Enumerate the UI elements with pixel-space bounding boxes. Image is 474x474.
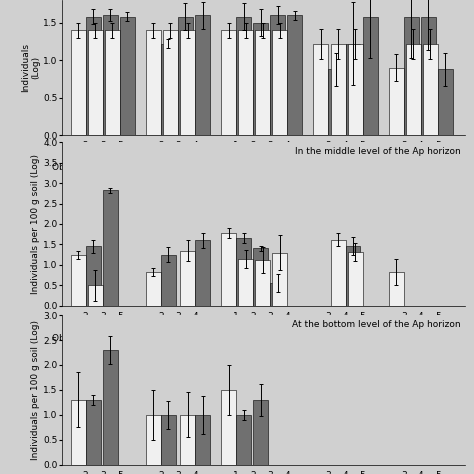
Bar	[389, 68, 404, 135]
Bar	[236, 17, 251, 135]
Bar	[346, 44, 360, 135]
Bar	[103, 15, 118, 135]
Bar	[180, 415, 195, 465]
Text: Bacterivor: Bacterivor	[238, 163, 285, 172]
Bar	[363, 17, 377, 135]
Bar	[195, 240, 210, 306]
Bar	[313, 44, 328, 135]
Y-axis label: Individuals per 100 g soil (Log): Individuals per 100 g soil (Log)	[31, 154, 40, 294]
Bar	[146, 30, 161, 135]
Bar	[438, 69, 453, 135]
Text: In the middle level of the Ap horizon: In the middle level of the Ap horizon	[295, 147, 460, 156]
Bar	[236, 415, 251, 465]
Y-axis label: Individuals per 100 g soil (Log): Individuals per 100 g soil (Log)	[31, 320, 40, 460]
Bar	[238, 259, 253, 306]
Text: Fungivor: Fungivor	[158, 163, 198, 172]
Bar	[88, 30, 103, 135]
Bar	[161, 44, 176, 135]
Bar	[389, 272, 404, 306]
Bar	[71, 400, 86, 465]
Bar	[86, 400, 100, 465]
Text: Fungivor: Fungivor	[158, 334, 198, 343]
Bar	[255, 260, 270, 306]
Bar	[180, 30, 195, 135]
Bar	[180, 251, 195, 306]
Text: Predator: Predator	[326, 163, 365, 172]
Bar	[195, 15, 210, 135]
Bar	[273, 253, 287, 306]
Bar	[287, 15, 302, 135]
Bar	[86, 246, 100, 306]
Bar	[328, 69, 343, 135]
Bar	[330, 44, 346, 135]
Bar	[103, 191, 118, 306]
Bar	[161, 415, 176, 465]
Bar	[255, 30, 270, 135]
Text: Obligatory root feeder: Obligatory root feeder	[52, 163, 153, 172]
Bar	[423, 44, 438, 135]
Bar	[120, 17, 135, 135]
Bar	[88, 285, 103, 306]
Bar	[273, 30, 287, 135]
Bar	[253, 23, 268, 135]
Text: Bacterivor: Bacterivor	[238, 334, 285, 343]
Bar	[221, 233, 236, 306]
Bar	[71, 255, 86, 306]
Bar	[330, 239, 346, 306]
Bar	[238, 30, 253, 135]
Bar	[86, 17, 100, 135]
Bar	[146, 415, 161, 465]
Bar	[195, 415, 210, 465]
Text: At the bottom level of the Ap horizon: At the bottom level of the Ap horizon	[292, 319, 460, 328]
Bar	[270, 15, 285, 135]
Bar	[347, 252, 363, 306]
Bar	[105, 30, 120, 135]
Bar	[421, 17, 436, 135]
Bar	[221, 30, 236, 135]
Bar	[253, 248, 268, 306]
Bar	[347, 44, 363, 135]
Text: Predator: Predator	[326, 334, 365, 343]
Bar	[406, 44, 421, 135]
Y-axis label: Individuals
(Log): Individuals (Log)	[21, 43, 40, 92]
Bar	[103, 350, 118, 465]
Bar	[346, 246, 360, 306]
Bar	[236, 238, 251, 306]
Bar	[404, 17, 419, 135]
Bar	[253, 400, 268, 465]
Bar	[178, 17, 193, 135]
Bar	[71, 30, 86, 135]
Bar	[146, 272, 161, 306]
Text: Obligatory root feeder: Obligatory root feeder	[52, 334, 153, 343]
Bar	[270, 283, 285, 306]
Bar	[221, 390, 236, 465]
Bar	[163, 30, 178, 135]
Text: Omnivore: Omnivore	[399, 163, 443, 172]
Bar	[161, 255, 176, 306]
Text: Omnivore: Omnivore	[399, 334, 443, 343]
